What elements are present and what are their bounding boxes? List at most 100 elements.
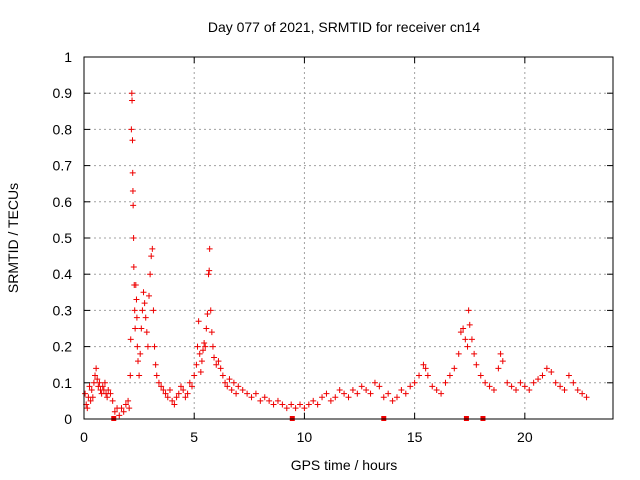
data-point bbox=[129, 97, 136, 104]
data-point bbox=[239, 387, 246, 394]
data-point bbox=[233, 390, 240, 397]
data-point bbox=[407, 383, 414, 390]
data-point bbox=[150, 307, 157, 314]
data-point bbox=[526, 387, 533, 394]
data-point bbox=[122, 401, 129, 408]
data-point bbox=[552, 379, 559, 386]
data-point bbox=[127, 336, 134, 343]
data-point bbox=[211, 354, 218, 361]
data-point bbox=[149, 245, 156, 252]
data-point bbox=[171, 401, 178, 408]
data-point bbox=[446, 372, 453, 379]
data-point bbox=[535, 376, 542, 383]
data-point bbox=[389, 397, 396, 404]
data-point bbox=[292, 405, 299, 412]
data-point bbox=[84, 405, 91, 412]
data-point bbox=[380, 394, 387, 401]
data-point bbox=[279, 401, 286, 408]
data-point bbox=[539, 372, 546, 379]
data-point bbox=[228, 387, 235, 394]
data-point bbox=[132, 325, 139, 332]
data-point bbox=[336, 387, 343, 394]
data-point bbox=[87, 397, 94, 404]
data-point bbox=[128, 90, 135, 97]
data-point bbox=[486, 383, 493, 390]
data-point bbox=[90, 379, 97, 386]
data-point bbox=[583, 394, 590, 401]
data-points bbox=[82, 90, 590, 419]
data-point bbox=[477, 372, 484, 379]
data-point bbox=[332, 394, 339, 401]
tick-labels: 00.10.20.30.40.50.60.70.80.910 5 10 15 20 bbox=[53, 49, 533, 445]
data-point bbox=[248, 394, 255, 401]
data-point bbox=[354, 390, 361, 397]
data-point bbox=[288, 401, 295, 408]
data-point bbox=[345, 394, 352, 401]
data-point bbox=[327, 397, 334, 404]
data-point bbox=[499, 358, 506, 365]
data-point bbox=[148, 253, 155, 260]
data-point bbox=[219, 372, 226, 379]
data-point bbox=[204, 311, 211, 318]
data-point bbox=[131, 307, 138, 314]
data-point bbox=[109, 397, 116, 404]
data-point bbox=[195, 318, 202, 325]
data-point bbox=[433, 387, 440, 394]
data-point bbox=[143, 329, 150, 336]
data-point bbox=[129, 187, 136, 194]
data-point bbox=[88, 387, 95, 394]
data-point bbox=[460, 325, 467, 332]
data-point bbox=[468, 336, 475, 343]
data-point bbox=[235, 383, 242, 390]
x-tick-label: 15 bbox=[407, 429, 423, 445]
data-point bbox=[471, 350, 478, 357]
data-point bbox=[96, 379, 103, 386]
data-point bbox=[574, 387, 581, 394]
data-point bbox=[208, 329, 215, 336]
data-point bbox=[135, 358, 142, 365]
y-tick-label: 0.3 bbox=[53, 302, 73, 318]
data-point bbox=[197, 368, 204, 375]
data-point bbox=[107, 390, 114, 397]
data-point bbox=[153, 372, 160, 379]
data-point bbox=[203, 325, 210, 332]
y-tick-label: 0 bbox=[64, 411, 72, 427]
data-point bbox=[139, 307, 146, 314]
data-point bbox=[146, 292, 153, 299]
data-point bbox=[86, 383, 93, 390]
data-point bbox=[561, 387, 568, 394]
data-point bbox=[508, 383, 515, 390]
data-point bbox=[205, 271, 212, 278]
y-tick-label: 0.5 bbox=[53, 230, 73, 246]
data-point bbox=[180, 387, 187, 394]
data-point bbox=[473, 361, 480, 368]
data-point bbox=[230, 379, 237, 386]
data-point bbox=[482, 379, 489, 386]
data-point bbox=[319, 394, 326, 401]
data-point bbox=[274, 397, 281, 404]
data-point bbox=[130, 263, 137, 270]
data-point bbox=[252, 390, 259, 397]
data-point bbox=[116, 412, 123, 419]
data-point bbox=[301, 405, 308, 412]
data-point bbox=[186, 379, 193, 386]
data-point bbox=[206, 245, 213, 252]
data-point bbox=[92, 372, 99, 379]
data-point bbox=[283, 405, 290, 412]
data-point bbox=[99, 383, 106, 390]
data-point bbox=[462, 336, 469, 343]
data-point bbox=[376, 383, 383, 390]
data-point bbox=[363, 387, 370, 394]
data-point bbox=[226, 376, 233, 383]
data-point bbox=[140, 289, 147, 296]
data-point bbox=[517, 379, 524, 386]
y-axis-label: SRMTID / TECUs bbox=[5, 183, 21, 293]
data-point bbox=[416, 372, 423, 379]
y-tick-label: 0.1 bbox=[53, 375, 73, 391]
data-point bbox=[438, 390, 445, 397]
data-point bbox=[101, 379, 108, 386]
data-point bbox=[543, 365, 550, 372]
data-point bbox=[557, 383, 564, 390]
data-point bbox=[138, 325, 145, 332]
data-point bbox=[207, 307, 214, 314]
